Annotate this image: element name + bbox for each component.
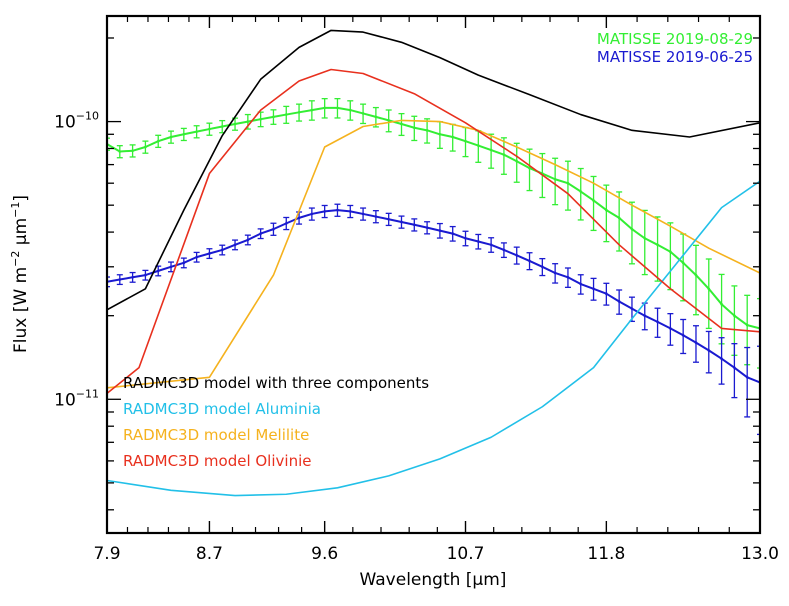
legend-entry-olivinie: RADMC3D model Olivinie <box>123 452 311 470</box>
plot-frame <box>105 14 762 535</box>
series-radmc3d-model-aluminia <box>107 180 760 497</box>
legend-bottom-left: RADMC3D model with three components RADM… <box>123 374 429 470</box>
series-matisse-2019-08-29 <box>107 97 760 369</box>
y-tick-exp: −10 <box>76 110 99 123</box>
y-tick-exp: −11 <box>76 387 99 400</box>
series-line <box>107 106 760 330</box>
legend-entry-melilite: RADMC3D model Melilite <box>123 426 309 444</box>
y-axis-label-exp: −2 <box>9 251 22 267</box>
y-axis-label-part: Flux [W m <box>11 267 31 353</box>
x-axis-label: Wavelength [μm] <box>360 570 507 590</box>
series-line <box>107 29 760 311</box>
y-tick-label: 10−11 <box>54 387 99 410</box>
x-tick-label: 7.9 <box>93 544 120 564</box>
y-tick-label: 10−10 <box>54 110 99 133</box>
x-tick-label: 10.7 <box>447 544 485 564</box>
series-radmc3d-model-with-three-components <box>107 29 760 311</box>
x-tick-label: 11.8 <box>587 544 625 564</box>
series-line <box>107 180 760 497</box>
y-tick-base: 10 <box>54 390 76 410</box>
series-line <box>107 209 760 384</box>
legend-entry-three-components: RADMC3D model with three components <box>123 374 429 392</box>
legend-top-right: MATISSE 2019-08-29 MATISSE 2019-06-25 <box>597 30 753 66</box>
series-line <box>107 68 760 395</box>
legend-entry-matisse-0829: MATISSE 2019-08-29 <box>597 30 753 48</box>
series-matisse-2019-06-25 <box>107 203 760 436</box>
y-axis-label-exp: −1 <box>9 202 22 218</box>
series-layer <box>107 29 760 497</box>
x-tick-label: 13.0 <box>741 544 779 564</box>
x-tick-label: 9.6 <box>311 544 338 564</box>
ticks-layer <box>106 16 761 533</box>
y-axis-label: Flux [W m−2 μm−1] <box>9 195 31 353</box>
x-tick-label: 8.7 <box>196 544 223 564</box>
series-radmc3d-model-olivinie <box>107 68 760 395</box>
y-tick-base: 10 <box>54 113 76 133</box>
legend-entry-matisse-0625: MATISSE 2019-06-25 <box>597 48 753 66</box>
y-axis-label-part: ] <box>11 195 31 202</box>
legend-entry-aluminia: RADMC3D model Aluminia <box>123 400 321 418</box>
y-axis-label-part: μm <box>11 218 31 251</box>
